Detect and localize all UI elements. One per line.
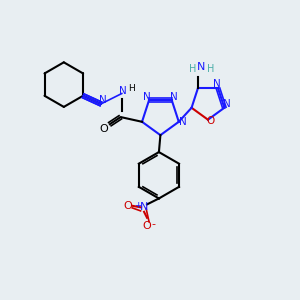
Text: H: H <box>128 84 135 93</box>
Text: N: N <box>179 117 187 127</box>
Text: H: H <box>189 64 196 74</box>
Text: N: N <box>170 92 178 102</box>
Text: O: O <box>123 201 132 211</box>
Text: N: N <box>143 92 151 102</box>
Text: -: - <box>152 219 156 229</box>
Text: N: N <box>119 85 127 96</box>
Text: N: N <box>213 79 220 89</box>
Text: O: O <box>143 221 152 231</box>
Text: +: + <box>134 201 141 210</box>
Text: N: N <box>140 202 148 212</box>
Text: O: O <box>100 124 108 134</box>
Text: N: N <box>197 62 206 72</box>
Text: N: N <box>99 95 107 105</box>
Text: H: H <box>207 64 214 74</box>
Text: O: O <box>207 116 215 126</box>
Text: N: N <box>224 99 231 109</box>
